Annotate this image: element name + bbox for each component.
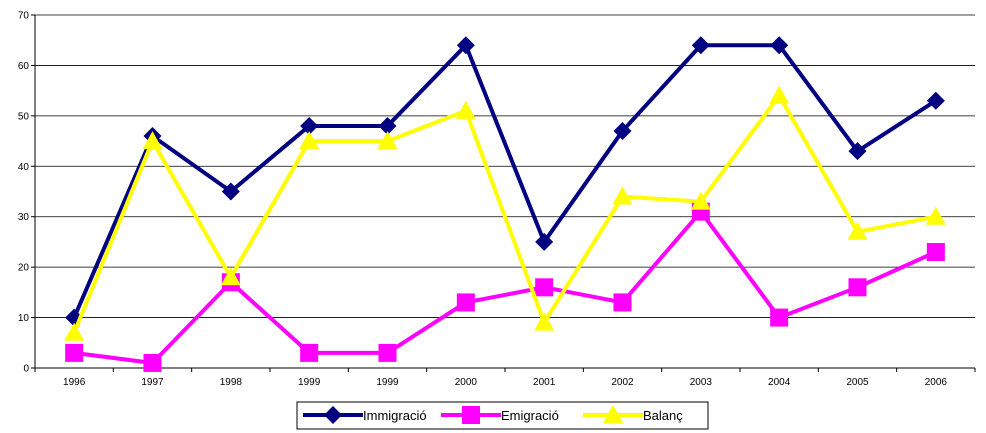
x-tick-labels: 1996 1997 1998 1999 1999 2000 2001 2002 2003 2004…	[63, 377, 947, 388]
y-tick-label: 0	[23, 364, 29, 375]
diamond-marker	[926, 91, 945, 110]
diamond-marker	[770, 36, 789, 55]
diamond-marker	[300, 116, 319, 135]
diamond-marker	[378, 116, 397, 135]
triangle-marker	[299, 131, 320, 150]
series-group	[64, 36, 946, 372]
legend-label: Balanç	[643, 408, 683, 423]
series-line	[73, 208, 937, 366]
triangle-marker	[534, 312, 555, 331]
diamond-marker	[221, 182, 240, 201]
diamond-marker	[848, 142, 867, 161]
y-tick-label: 20	[18, 263, 30, 274]
triangle-marker	[220, 267, 241, 286]
x-tick-label: 2006	[925, 377, 948, 388]
square-marker	[65, 343, 84, 362]
square-marker	[378, 343, 397, 362]
triangle-marker	[377, 131, 398, 150]
y-tick-label: 30	[18, 212, 30, 223]
triangle-marker	[612, 186, 633, 205]
legend-label: Emigració	[501, 408, 559, 423]
y-tick-label: 50	[18, 111, 30, 122]
square-marker	[535, 278, 554, 297]
triangle-marker	[847, 221, 868, 240]
square-marker	[143, 353, 162, 372]
y-tick-labels: 0 10 20 30 40 50 60 70	[18, 11, 30, 375]
square-marker	[613, 293, 632, 312]
x-tick-label: 1996	[63, 377, 86, 388]
square-marker	[770, 308, 789, 327]
legend-triangle-marker	[603, 405, 623, 423]
diamond-marker	[613, 121, 632, 140]
x-tick-label: 1998	[220, 377, 243, 388]
legend-diamond-marker	[324, 406, 342, 424]
triangle-marker	[690, 191, 711, 210]
legend-label: Immigració	[363, 408, 427, 423]
x-tick-label: 2005	[846, 377, 869, 388]
series-line	[72, 92, 937, 334]
triangle-marker	[925, 206, 946, 225]
x-tick-label: 2003	[690, 377, 713, 388]
x-tick-label: 1999	[376, 377, 399, 388]
series-line	[72, 41, 937, 319]
square-marker	[456, 293, 475, 312]
x-tick-label: 2004	[768, 377, 791, 388]
legend: Immigració Emigració Balanç	[296, 401, 709, 430]
diamond-marker	[535, 232, 554, 251]
series-triangle	[64, 85, 946, 341]
diamond-marker	[691, 36, 710, 55]
triangle-marker	[142, 131, 163, 150]
series-diamond	[65, 36, 945, 327]
square-marker	[926, 243, 945, 262]
square-marker	[848, 278, 867, 297]
x-tick-label: 2000	[455, 377, 478, 388]
x-tick-label: 1999	[298, 377, 321, 388]
y-tick-label: 60	[18, 61, 30, 72]
y-tick-label: 70	[18, 11, 30, 22]
triangle-marker	[769, 85, 790, 104]
triangle-marker	[455, 100, 476, 119]
triangle-marker	[64, 322, 85, 341]
series-square	[65, 202, 945, 372]
x-tick-label: 2002	[611, 377, 634, 388]
square-marker	[300, 343, 319, 362]
x-tick-label: 2001	[533, 377, 556, 388]
x-tick-label: 1997	[141, 377, 164, 388]
y-tick-label: 10	[18, 313, 30, 324]
legend-square-marker	[462, 406, 480, 424]
y-tick-label: 40	[18, 162, 30, 173]
diamond-marker	[456, 36, 475, 55]
